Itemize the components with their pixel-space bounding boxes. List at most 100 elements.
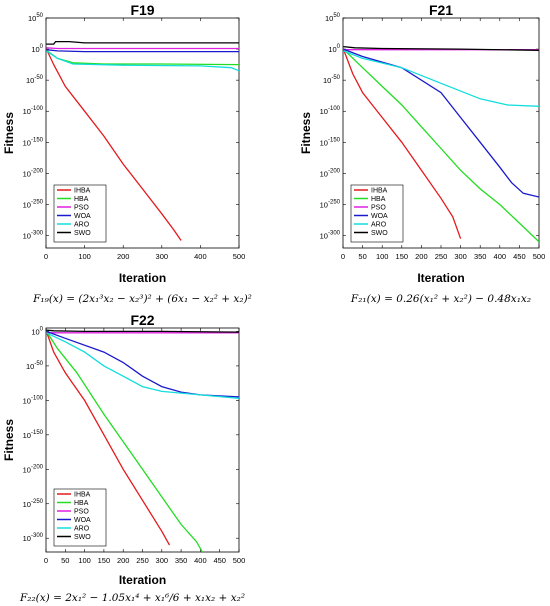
x-tick-label: 500 — [233, 252, 246, 261]
y-tick-exponent: -150 — [328, 137, 341, 143]
legend-label: HBA — [74, 196, 89, 203]
y-tick-exponent: -200 — [328, 168, 341, 174]
y-tick-label: 1050 — [325, 13, 341, 23]
legend-label: HBA — [74, 500, 89, 507]
legend-label: ARO — [74, 222, 90, 229]
x-tick-label: 100 — [78, 252, 91, 261]
series-line-woa — [46, 49, 239, 53]
y-tick-label: 10-200 — [23, 168, 44, 178]
y-tick-base: 10 — [323, 76, 331, 85]
y-tick-base: 10 — [23, 169, 31, 178]
series-line-ihba — [46, 331, 171, 546]
y-tick-label: 100 — [31, 326, 43, 336]
series-line-ihba — [343, 48, 462, 239]
y-tick-label: 10-300 — [23, 231, 44, 241]
y-tick-label: 10-150 — [320, 137, 341, 147]
x-tick-label: 300 — [156, 252, 169, 261]
series-line-hba — [46, 331, 204, 552]
y-tick-base: 10 — [31, 45, 39, 54]
series-line-swo — [46, 329, 239, 333]
y-tick-exponent: -250 — [328, 199, 341, 205]
y-tick-label: 100 — [31, 44, 43, 54]
legend-label: ARO — [371, 222, 387, 229]
series-line-woa — [343, 48, 539, 198]
y-tick-label: 10-100 — [23, 106, 44, 116]
x-tick-label: 50 — [358, 252, 366, 261]
y-tick-base: 10 — [320, 200, 328, 209]
x-tick-label: 200 — [117, 252, 130, 261]
x-tick-label: 350 — [175, 556, 188, 565]
legend-label: IHBA — [74, 492, 91, 499]
series-line-hba — [343, 48, 539, 243]
y-tick-label: 10-200 — [23, 464, 44, 474]
y-tick-exponent: -100 — [328, 106, 341, 112]
x-tick-label: 400 — [494, 252, 507, 261]
y-tick-exponent: -300 — [31, 533, 44, 539]
y-tick-label: 10-100 — [23, 395, 44, 405]
x-tick-label: 100 — [376, 252, 389, 261]
y-tick-base: 10 — [328, 45, 336, 54]
x-tick-label: 350 — [474, 252, 487, 261]
legend-label: ARO — [74, 526, 90, 533]
y-tick-base: 10 — [31, 327, 39, 336]
x-axis-label: Iteration — [417, 271, 464, 285]
y-tick-label: 10-250 — [23, 199, 44, 209]
y-tick-base: 10 — [320, 107, 328, 116]
y-tick-exponent: -200 — [31, 464, 44, 470]
y-tick-base: 10 — [26, 362, 34, 371]
y-tick-base: 10 — [23, 396, 31, 405]
y-tick-exponent: 0 — [337, 44, 341, 50]
x-tick-label: 450 — [213, 556, 226, 565]
y-tick-exponent: 0 — [40, 44, 44, 50]
x-tick-label: 400 — [194, 556, 207, 565]
x-axis-label: Iteration — [119, 573, 166, 587]
y-tick-base: 10 — [320, 138, 328, 147]
y-tick-label: 10-200 — [320, 168, 341, 178]
series-group — [343, 45, 539, 243]
y-tick-label: 10-250 — [23, 499, 44, 509]
series-line-aro — [46, 50, 239, 72]
legend-label: IHBA — [371, 188, 388, 195]
y-tick-exponent: -50 — [331, 75, 340, 81]
y-tick-base: 10 — [320, 169, 328, 178]
series-line-swo — [343, 45, 539, 51]
legend-label: PSO — [371, 205, 386, 212]
y-tick-base: 10 — [28, 14, 36, 23]
formula-caption: F₁₉(x) = (2x₁³x₂ − x₂³)² + (6x₁ − x₂² + … — [32, 293, 252, 305]
legend-label: SWO — [371, 230, 388, 237]
y-tick-exponent: 50 — [36, 13, 43, 19]
x-tick-label: 300 — [454, 252, 467, 261]
y-tick-label: 10-150 — [23, 137, 44, 147]
series-line-aro — [343, 50, 539, 107]
x-tick-label: 300 — [156, 556, 169, 565]
chart-title: F19 — [130, 2, 154, 18]
x-tick-label: 450 — [513, 252, 526, 261]
y-tick-exponent: -100 — [31, 395, 44, 401]
x-tick-label: 0 — [44, 556, 48, 565]
y-tick-exponent: -200 — [31, 168, 44, 174]
y-tick-exponent: -50 — [34, 361, 43, 367]
x-tick-label: 150 — [98, 556, 111, 565]
chart-title: F22 — [130, 312, 154, 328]
x-tick-label: 250 — [136, 556, 149, 565]
legend-label: WOA — [371, 213, 388, 220]
y-tick-base: 10 — [23, 534, 31, 543]
series-group — [46, 329, 239, 552]
y-tick-base: 10 — [23, 431, 31, 440]
y-tick-exponent: 0 — [40, 326, 44, 332]
x-tick-label: 50 — [61, 556, 69, 565]
legend-label: WOA — [74, 213, 91, 220]
y-tick-base: 10 — [23, 232, 31, 241]
y-tick-exponent: -300 — [31, 231, 44, 237]
x-tick-label: 150 — [396, 252, 409, 261]
y-tick-label: 1050 — [28, 13, 44, 23]
y-tick-label: 10-100 — [320, 106, 341, 116]
y-tick-exponent: -300 — [328, 231, 341, 237]
series-line-swo — [46, 40, 239, 45]
y-tick-label: 100 — [328, 44, 340, 54]
